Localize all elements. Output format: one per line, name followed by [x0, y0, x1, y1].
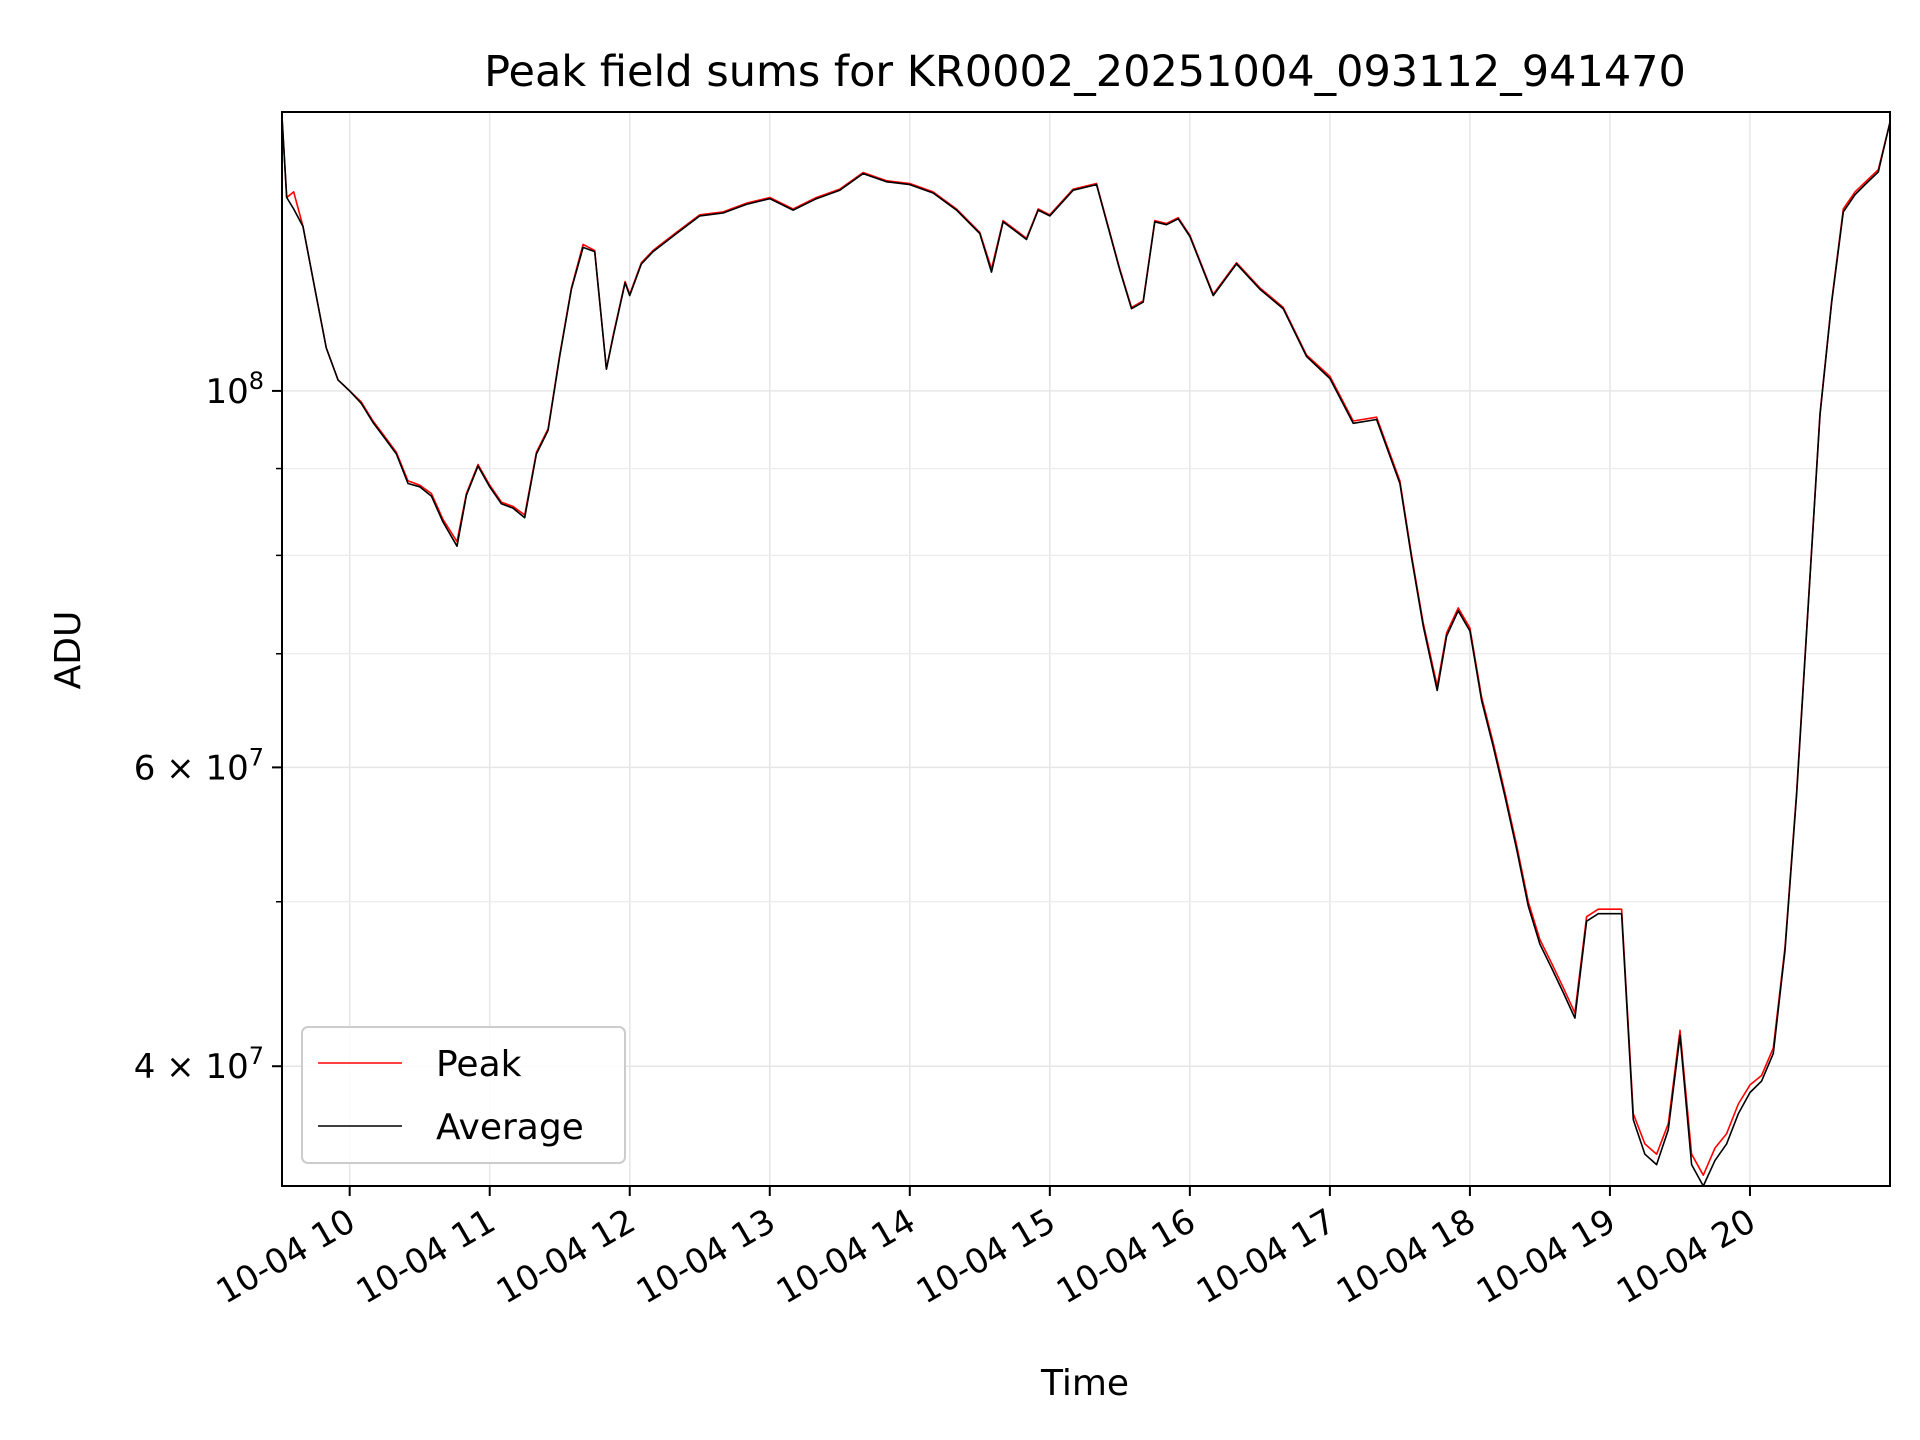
legend-box [301, 1026, 626, 1164]
y-tick-label: 4 × 107 [134, 1042, 264, 1087]
legend: Peak Average [301, 1026, 626, 1164]
plot-frame [281, 111, 1891, 1187]
series-line-average [281, 117, 1891, 1187]
y-axis-title: ADU [48, 611, 89, 690]
x-axis-title: Time [1040, 1363, 1129, 1404]
legend-label-average: Average [436, 1107, 584, 1148]
grid [282, 112, 1890, 1186]
y-tick-label: 6 × 107 [134, 743, 264, 788]
series-lines [281, 117, 1891, 1187]
legend-label-peak: Peak [436, 1044, 522, 1085]
y-axis: 108 6 × 107 4 × 107 [134, 367, 282, 1087]
y-tick-label: 108 [205, 367, 264, 412]
chart-title: Peak field sums for KR0002_20251004_0931… [484, 47, 1686, 97]
